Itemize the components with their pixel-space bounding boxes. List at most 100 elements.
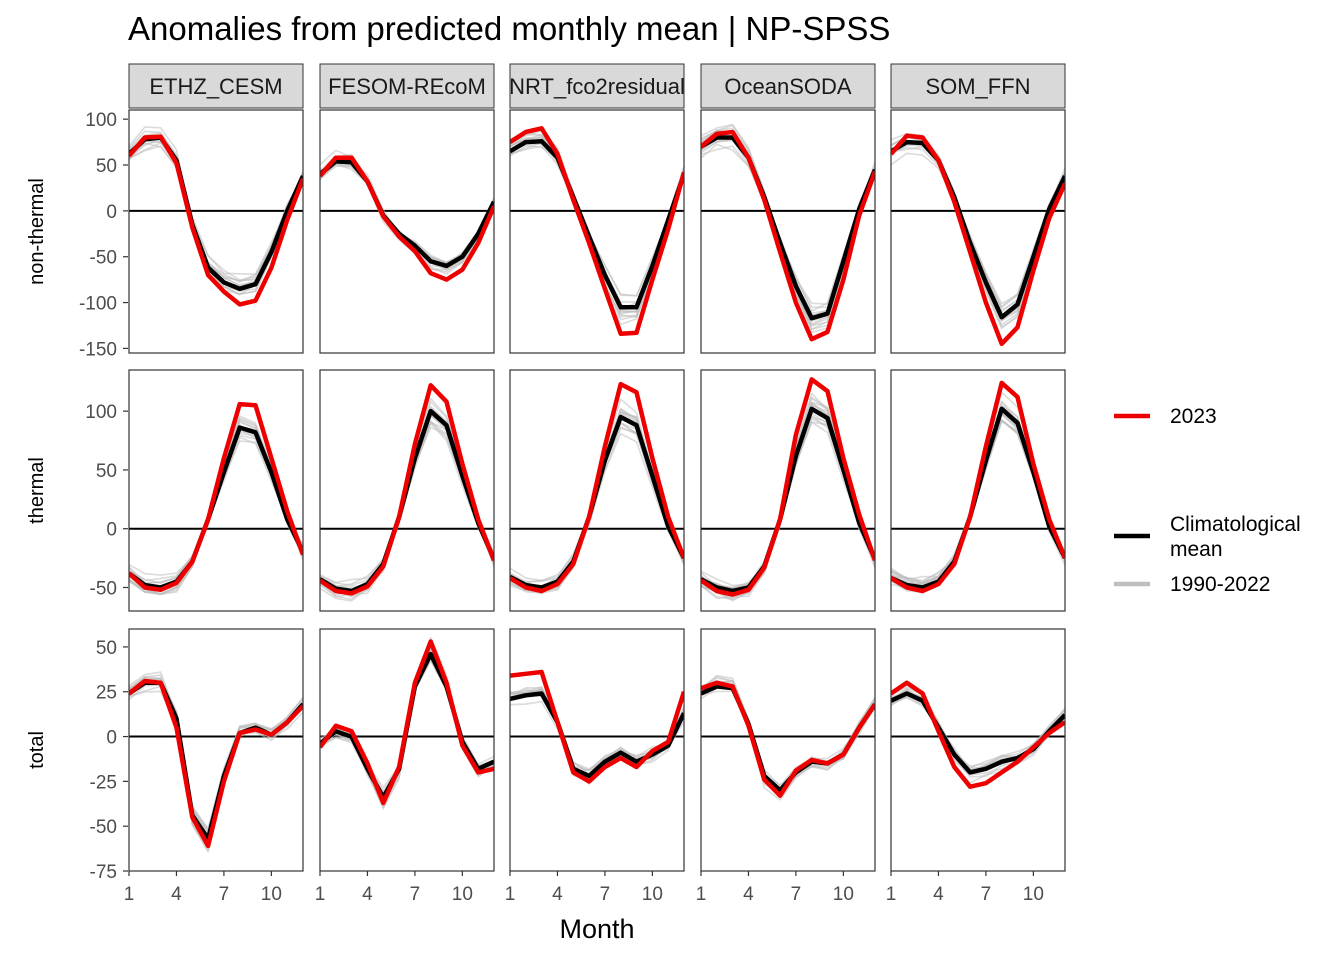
facet-strip-label: FESOM-REcoM [328,74,486,99]
panel-plot-area [510,669,684,785]
series-line-2023 [510,381,684,594]
panel-plot-area [320,383,494,602]
facet-strip-background [700,63,876,109]
panel-background [701,110,875,353]
x-tick-label: 1 [505,884,516,905]
series-line-2023 [320,155,494,282]
series-line-2023 [129,134,303,307]
panel-plot-area [129,671,303,853]
y-tick-label: 25 [96,683,117,704]
x-tick-label: 1 [696,884,707,905]
series-line-2023 [701,377,875,597]
panel-plot-area [510,126,684,336]
y-tick-label: -50 [90,248,117,269]
panel-plot-area [701,123,875,342]
panel-background [320,110,494,353]
facet-strip-label: OceanSODA [724,74,851,99]
x-tick-label: 4 [362,884,373,905]
series-line-2023 [320,383,494,596]
x-tick-label: 10 [833,884,854,905]
y-axis-total: 50 25 0 -25 -50 -75 [90,638,128,883]
panel-total-nrt-fco2residual [509,628,685,872]
y-tick-label: -50 [90,817,117,838]
series-line-1990-2022 [129,140,303,281]
x-tick-label: 10 [642,884,663,905]
x-axis-title: Month [559,914,634,944]
y-tick-label: -50 [90,578,117,599]
panel-border [700,369,876,612]
panel-border [890,628,1066,872]
x-axis-fesom-recom: 1 4 7 10 [315,871,473,905]
panel-border [128,369,304,612]
panel-border [319,369,495,612]
panel-thermal-fesom-recom [319,369,495,612]
panel-border [319,109,495,354]
series-line-2023 [129,678,303,849]
series-line-2023 [891,380,1065,594]
x-tick-label: 10 [261,884,282,905]
panel-border [509,628,685,872]
panel-border [509,369,685,612]
panel-border [700,628,876,872]
panel-plot-area [510,381,684,595]
series-line-2023 [701,680,875,798]
facet-strip-oceansoda: OceanSODA [700,63,876,109]
series-line-2023 [510,669,684,784]
y-tick-label: -75 [90,862,117,883]
facet-strip-background [128,63,304,109]
y-tick-label: 50 [96,156,117,177]
facet-strip-background [890,63,1066,109]
chart-title: Anomalies from predicted monthly mean | … [128,10,890,47]
panel-border [128,628,304,872]
x-tick-label: 4 [171,884,182,905]
series-line-climatological-mean [701,135,875,321]
panel-total-oceansoda [700,628,876,872]
y-tick-label: -150 [79,339,117,360]
x-tick-label: 7 [791,884,802,905]
panel-plot-area [320,149,494,282]
series-line-climatological-mean [510,691,684,779]
facet-strip-label: ETHZ_CESM [149,74,282,99]
facet-strip-label: NRT_fco2residual [509,74,685,99]
row-label-total: total [26,731,48,769]
x-axis-nrt-fco2residual: 1 4 7 10 [505,871,663,905]
series-line-climatological-mean [320,159,494,269]
x-tick-label: 1 [315,884,326,905]
row-label-non-thermal: non-thermal [26,178,48,285]
panel-border [890,109,1066,354]
facet-strip-som-ffn: SOM_FFN [890,63,1066,109]
x-axis-som-ffn: 1 4 7 10 [886,871,1044,905]
facet-grid: ETHZ_CESM FESOM-REcoM NRT_fco2residual Ocea… [26,63,1066,905]
panel-plot-area [891,680,1065,789]
x-tick-label: 7 [600,884,611,905]
x-axis-ethz-cesm: 1 4 7 10 [124,871,282,905]
y-tick-label: 0 [106,202,117,223]
x-tick-label: 4 [552,884,563,905]
series-line-2023 [320,639,494,806]
row-label-thermal: thermal [26,457,48,524]
series-line-climatological-mean [510,138,684,310]
panel-non-thermal-fesom-recom [319,109,495,354]
series-line-2023 [510,126,684,336]
panel-total-fesom-recom [319,628,495,872]
x-tick-label: 4 [933,884,944,905]
facet-strip-label: SOM_FFN [925,74,1030,99]
panel-border [509,109,685,354]
panel-non-thermal-nrt-fco2residual [509,109,685,354]
y-tick-label: 50 [96,638,117,659]
panel-border [128,109,304,354]
x-tick-label: 10 [1023,884,1044,905]
legend-item-1990-2022: 1990-2022 [1114,573,1270,596]
series-line-climatological-mean [891,139,1065,320]
legend-item-climatological-mean: Climatological mean [1114,513,1301,561]
panel-thermal-nrt-fco2residual [509,369,685,612]
panel-thermal-ethz-cesm [128,369,304,612]
facet-strip-background [509,63,685,109]
y-tick-label: -100 [79,294,117,315]
panel-border [319,628,495,872]
panel-plot-area [701,674,875,801]
panel-non-thermal-som-ffn [890,109,1066,354]
x-axis-oceansoda: 1 4 7 10 [696,871,854,905]
legend-label: 1990-2022 [1170,573,1270,596]
panel-non-thermal-oceansoda [700,109,876,354]
